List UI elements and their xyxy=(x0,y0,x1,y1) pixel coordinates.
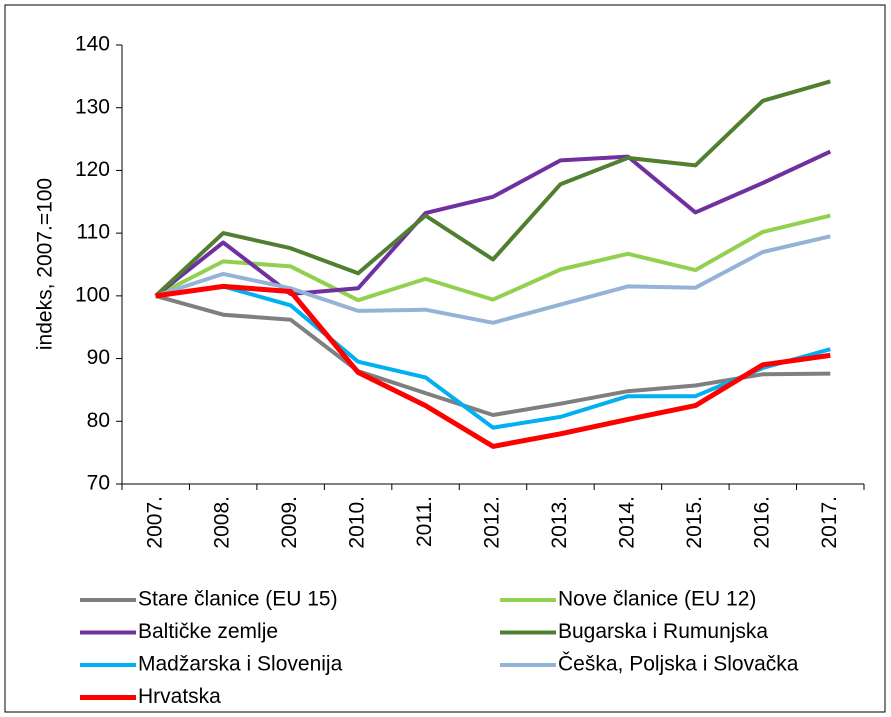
y-tick-label: 120 xyxy=(75,158,110,181)
y-axis-label: indeks, 2007.=100 xyxy=(34,178,57,350)
series-line xyxy=(154,213,831,303)
series-line xyxy=(155,293,831,417)
x-tick-label: 2014. xyxy=(615,496,638,549)
y-tick-label: 140 xyxy=(75,33,110,56)
y-tick-label: 70 xyxy=(87,472,110,495)
series-line xyxy=(154,79,831,298)
y-tick-label: 130 xyxy=(75,95,110,118)
legend-label: Češka, Poljska i Slovačka xyxy=(558,653,799,676)
legend-label: Bugarska i Rumunjska xyxy=(558,620,768,643)
y-tick-label: 80 xyxy=(87,409,110,432)
series-line xyxy=(155,284,831,430)
legend-label: Baltičke zemlje xyxy=(138,620,278,643)
chart-frame xyxy=(4,4,886,713)
legend-label: Madžarska i Slovenija xyxy=(138,653,343,676)
x-tick-label: 2009. xyxy=(278,496,301,549)
series-line xyxy=(154,149,832,298)
legend-label: Stare članice (EU 15) xyxy=(138,588,338,611)
legend-label: Nove članice (EU 12) xyxy=(558,588,756,611)
y-tick-label: 90 xyxy=(87,346,110,369)
y-tick-label: 100 xyxy=(75,283,110,306)
x-tick-label: 2013. xyxy=(548,496,571,549)
x-tick-label: 2007. xyxy=(143,496,166,549)
x-tick-label: 2011. xyxy=(413,496,436,547)
x-tick-label: 2017. xyxy=(818,496,841,549)
legend-label: Hrvatska xyxy=(138,685,221,708)
x-tick-label: 2010. xyxy=(346,496,369,549)
y-tick-label: 110 xyxy=(77,221,110,244)
x-tick-label: 2015. xyxy=(683,496,706,549)
series-line xyxy=(155,234,831,325)
x-tick-label: 2012. xyxy=(481,496,504,549)
x-tick-label: 2008. xyxy=(211,496,234,549)
series-line xyxy=(155,283,831,449)
x-tick-label: 2016. xyxy=(750,496,773,549)
